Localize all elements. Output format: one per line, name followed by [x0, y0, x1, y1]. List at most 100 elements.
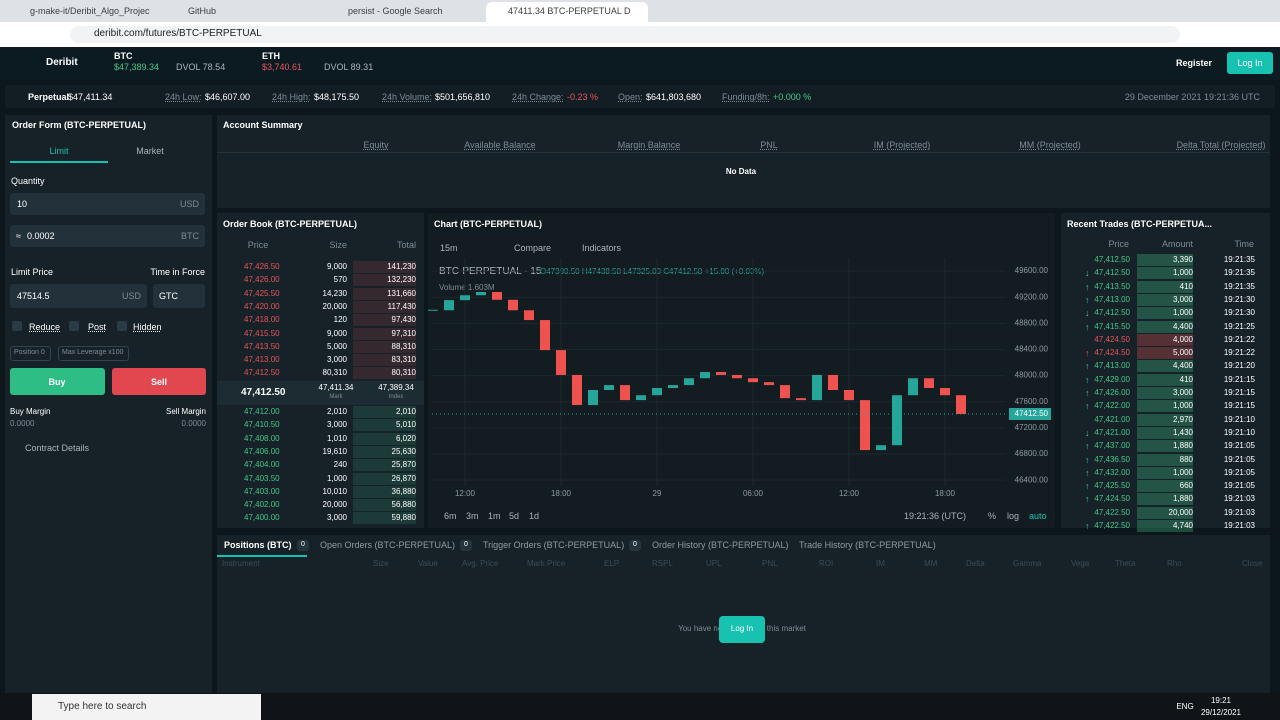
browser-tab[interactable]: g-make-it/Deribit_Algo_Project_: [30, 6, 150, 16]
stat-value: +0.000 %: [773, 92, 812, 102]
tick-arrow: ↑: [1085, 454, 1090, 465]
interval[interactable]: 15m: [440, 243, 458, 253]
column-header[interactable]: Price: [247, 240, 269, 250]
book-total: 131,660: [387, 288, 416, 298]
book-price[interactable]: 47,413.00: [244, 355, 280, 365]
book-price[interactable]: 47,402.00: [244, 500, 280, 510]
book-price[interactable]: 47,418.00: [244, 315, 280, 325]
book-price[interactable]: 47,412.00: [244, 407, 280, 416]
checkbox[interactable]: [69, 321, 79, 331]
checkbox-label[interactable]: Hidden: [133, 322, 162, 332]
field-label: Limit Price: [11, 267, 54, 277]
sell-label[interactable]: Sell: [150, 377, 167, 387]
depth-cell: [353, 314, 416, 327]
order-book-panel: [217, 213, 424, 528]
checkbox[interactable]: [12, 321, 22, 331]
checkbox[interactable]: [117, 321, 127, 331]
register-link[interactable]: Register: [1175, 58, 1212, 68]
column-header: Delta Total (Projected): [1176, 140, 1266, 150]
book-size: 10,010: [322, 486, 347, 496]
book-size: 3,000: [326, 420, 347, 430]
book-price[interactable]: 47,403.50: [244, 473, 280, 483]
indicators[interactable]: Indicators: [582, 243, 622, 253]
scale-option[interactable]: log: [1007, 511, 1020, 521]
trade-cell: [1137, 480, 1193, 493]
depth-cell: [353, 512, 416, 525]
trade-amount: 660: [1179, 481, 1193, 491]
range-button[interactable]: 1m: [488, 511, 501, 521]
range-button[interactable]: 1d: [529, 511, 540, 521]
tif-select[interactable]: [153, 284, 205, 308]
positions-tab[interactable]: Positions (BTC): [224, 540, 292, 550]
buy-label[interactable]: Buy: [48, 377, 66, 387]
range-button[interactable]: 6m: [444, 511, 457, 521]
range-button[interactable]: 3m: [466, 511, 479, 521]
panel-title: Order Form (BTC-PERPETUAL): [12, 120, 147, 130]
market-name[interactable]: ETH: [262, 51, 280, 61]
login-button[interactable]: [1227, 52, 1273, 74]
market-name[interactable]: BTC: [114, 51, 133, 61]
sell-button[interactable]: [112, 368, 206, 395]
order-type-tab[interactable]: Limit: [49, 146, 69, 156]
trade-price: 47,425.50: [1094, 481, 1130, 491]
trade-price: 47,421.00: [1094, 414, 1130, 424]
book-total: 59,880: [391, 513, 416, 523]
margin-value: 0.0000: [181, 419, 206, 428]
checkbox-label[interactable]: Post: [88, 322, 107, 332]
book-price[interactable]: 47,415.50: [244, 328, 280, 338]
trade-amount: 410: [1179, 281, 1193, 291]
book-size: 2,010: [326, 407, 347, 416]
login-button[interactable]: [719, 616, 765, 643]
book-price[interactable]: 47,410.50: [244, 420, 280, 430]
browser-tab[interactable]: GitHub: [188, 6, 217, 16]
book-price[interactable]: 47,403.00: [244, 486, 280, 496]
column-header: Amount: [1161, 239, 1193, 249]
browser-tab[interactable]: 47411.34 BTC-PERPETUAL Deribit: [508, 6, 630, 16]
order-type-tab[interactable]: Market: [136, 146, 164, 156]
tick-arrow: ↑: [1085, 348, 1090, 359]
book-price[interactable]: 47,420.00: [244, 301, 280, 311]
scale-option[interactable]: %: [988, 511, 997, 521]
book-price[interactable]: 47,413.50: [244, 341, 280, 351]
positions-tab[interactable]: Trade History (BTC-PERPETUAL): [799, 540, 936, 550]
book-price[interactable]: 47,408.00: [244, 433, 280, 443]
depth-cell: [353, 300, 416, 313]
book-price[interactable]: 47,426.00: [244, 275, 280, 285]
trade-cell: [1137, 400, 1193, 413]
column-header: Equity: [363, 140, 389, 150]
book-price[interactable]: 47,426.50: [244, 262, 280, 271]
book-total: 141,230: [387, 262, 416, 271]
taskbar-search[interactable]: [32, 694, 261, 720]
positions-tab[interactable]: Order History (BTC-PERPETUAL): [652, 540, 789, 550]
browser-tab[interactable]: persist - Google Search: [348, 6, 443, 16]
btc-input[interactable]: [10, 225, 205, 247]
tick-arrow: ↓: [1085, 308, 1090, 319]
scale-option[interactable]: auto: [1029, 511, 1047, 521]
field-label: Time in Force: [150, 267, 205, 277]
book-price[interactable]: 47,400.00: [244, 513, 280, 523]
book-price[interactable]: 47,404.00: [244, 460, 280, 470]
range-button[interactable]: 5d: [509, 511, 520, 521]
trade-price: 47,436.50: [1094, 454, 1130, 464]
stat-label: Funding/8h:: [722, 92, 770, 102]
contract-details[interactable]: Contract Details: [25, 443, 90, 453]
quantity-input[interactable]: [10, 193, 205, 215]
limit-price-input[interactable]: [10, 284, 147, 308]
book-price[interactable]: 47,406.00: [244, 446, 280, 456]
positions-tab[interactable]: Trigger Orders (BTC-PERPETUAL): [483, 540, 625, 550]
login-button-label[interactable]: Log In: [730, 624, 754, 633]
tab-count: 0: [633, 541, 637, 548]
book-price[interactable]: 47,412.50: [244, 368, 280, 378]
login-button-label[interactable]: Log In: [1237, 58, 1263, 68]
buy-button[interactable]: [10, 368, 105, 395]
book-total: 132,230: [387, 275, 416, 285]
book-price[interactable]: 47,425.50: [244, 288, 280, 298]
positions-tab[interactable]: Open Orders (BTC-PERPETUAL): [320, 540, 456, 550]
trade-time: 19:21:05: [1223, 481, 1255, 491]
tick-arrow: ↑: [1085, 481, 1090, 492]
chart-legend: BTC-PERPETUAL · 15: [439, 266, 542, 277]
checkbox-label[interactable]: Reduce: [29, 322, 61, 332]
clock-date: 29/12/2021: [1200, 708, 1242, 717]
column-header: Price: [1108, 239, 1129, 249]
compare[interactable]: Compare: [514, 243, 552, 253]
